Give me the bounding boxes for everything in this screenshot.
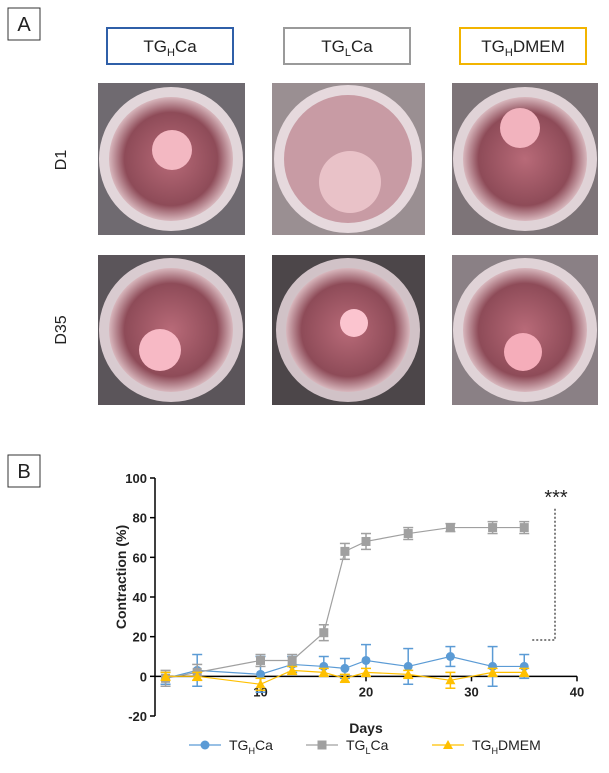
- name-part: TG: [229, 737, 248, 753]
- panel-label: B: [17, 461, 30, 483]
- legend-marker: [200, 740, 210, 750]
- annotation: ***: [544, 487, 568, 509]
- name-part: Ca: [351, 37, 373, 56]
- name-subscript: H: [505, 47, 513, 59]
- column-box: [459, 27, 587, 65]
- data-point: [339, 673, 350, 683]
- y-tick-label: 40: [133, 590, 147, 605]
- data-point: [445, 652, 455, 661]
- data-point: [160, 671, 171, 681]
- data-point: [519, 667, 530, 677]
- y-tick-label: 100: [125, 471, 147, 486]
- legend-label: TGHDMEM: [472, 737, 541, 756]
- name-part: TG: [321, 37, 345, 56]
- legend-marker: [317, 740, 327, 750]
- name-part: TG: [143, 37, 167, 56]
- y-tick-label: 20: [133, 630, 147, 645]
- significance-bracket: [532, 508, 556, 641]
- data-point: [255, 679, 266, 689]
- data-point: [340, 663, 350, 673]
- data-point: [192, 671, 203, 681]
- y-tick-label: -20: [128, 709, 147, 724]
- data-point: [319, 628, 329, 638]
- data-point: [403, 669, 414, 679]
- column-label: TGHCa: [143, 37, 197, 59]
- name-subscript: L: [345, 47, 351, 59]
- name-part: DMEM: [513, 37, 565, 56]
- data-point: [256, 669, 265, 679]
- panel-label: A: [17, 14, 31, 36]
- data-point: [519, 523, 529, 533]
- column-box: [106, 27, 234, 65]
- panel-box: [7, 454, 41, 488]
- x-axis-label: Days: [349, 720, 383, 736]
- row-label: D35: [53, 315, 70, 344]
- name-subscript: L: [365, 746, 370, 756]
- photo-wells: [98, 83, 598, 405]
- name-part: Ca: [255, 737, 273, 753]
- name-subscript: H: [491, 746, 498, 756]
- data-point: [488, 523, 498, 533]
- x-tick-label: 30: [464, 684, 478, 699]
- name-part: Ca: [371, 737, 389, 753]
- y-tick-label: 0: [140, 669, 147, 684]
- name-subscript: H: [248, 746, 255, 756]
- x-tick-label: 40: [570, 684, 584, 699]
- data-point: [318, 667, 329, 677]
- data-point: [361, 536, 371, 546]
- legend-label: TGLCa: [346, 737, 389, 756]
- data-point: [256, 655, 265, 665]
- name-part: TG: [472, 737, 491, 753]
- data-point: [340, 546, 350, 556]
- data-point: [445, 675, 456, 685]
- y-axis-label: Contraction (%): [113, 525, 129, 629]
- legend-marker: [443, 740, 453, 749]
- name-part: TG: [481, 37, 505, 56]
- name-part: DMEM: [498, 737, 541, 753]
- data-point: [403, 529, 413, 539]
- column-label: TGHDMEM: [481, 37, 565, 59]
- legend-label: TGHCa: [229, 737, 273, 756]
- row-label: D1: [53, 150, 70, 171]
- data-point: [361, 667, 371, 677]
- data-point: [403, 661, 413, 671]
- data-point: [487, 667, 498, 677]
- data-point: [361, 655, 371, 665]
- y-tick-label: 80: [133, 511, 147, 526]
- data-point: [287, 665, 298, 675]
- name-part: Ca: [175, 37, 197, 56]
- data-point: [445, 523, 455, 533]
- data-point: [287, 655, 297, 665]
- column-label: TGLCa: [321, 37, 373, 59]
- column-box: [283, 27, 411, 65]
- name-part: TG: [346, 737, 365, 753]
- name-subscript: H: [167, 47, 175, 59]
- y-tick-label: 60: [133, 550, 147, 565]
- panel-box: [7, 7, 41, 41]
- x-tick-label: 20: [359, 684, 373, 699]
